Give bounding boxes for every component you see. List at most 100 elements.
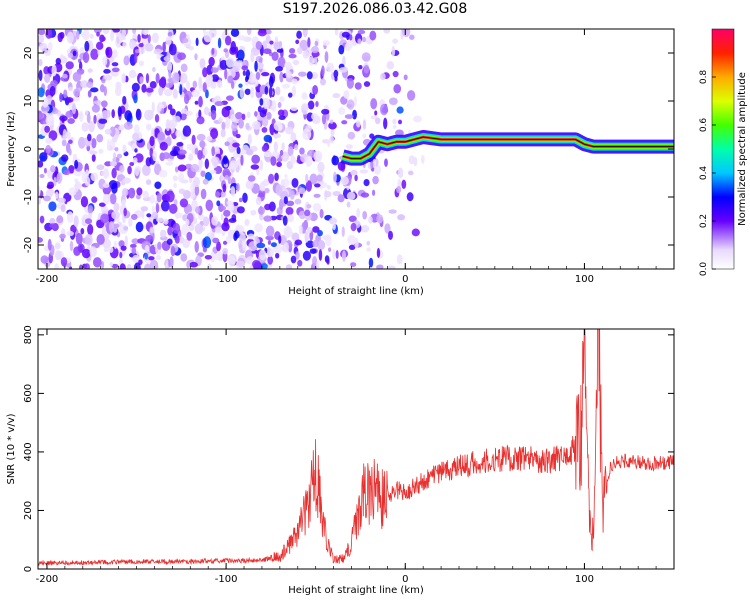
spectrogram-cell (306, 71, 313, 80)
spectrogram-cell (316, 260, 320, 269)
spectrogram-cell (210, 67, 219, 73)
spectrogram-cell (131, 238, 140, 245)
spectrogram-cell (362, 119, 367, 130)
trace-centerline (342, 136, 674, 159)
spectrogram-cell (66, 211, 74, 223)
spectrogram-cell (220, 213, 224, 221)
spectrogram-cell (398, 119, 403, 125)
spectrogram-cell (222, 247, 229, 255)
spectrogram-cell (194, 184, 200, 196)
spectrogram-cell (178, 149, 187, 155)
spectrogram-cell (296, 30, 302, 39)
spectrogram-cell (111, 210, 120, 220)
spectrogram-cell (131, 82, 140, 92)
spectrogram-cell (269, 40, 274, 45)
spectrogram-cell (60, 204, 66, 212)
spectrogram-cell (38, 87, 45, 98)
spectrogram-cell (46, 184, 54, 189)
spectrogram-cell (104, 233, 110, 240)
spectrogram-cell (230, 186, 236, 197)
spectrogram-cell (262, 97, 270, 110)
spectrogram-cell (155, 254, 161, 261)
spectrogram-cell (388, 209, 397, 214)
spectrogram-cell (341, 226, 345, 238)
spectrogram-cell (172, 88, 178, 99)
spectrogram-cell (245, 122, 250, 130)
spectrogram-cell (202, 82, 207, 93)
spectrogram-cell (111, 182, 118, 194)
spectrogram-cell (168, 69, 172, 79)
spectrogram-cell (226, 200, 234, 206)
spectrogram-cell (149, 259, 159, 269)
spectrogram-cell (313, 55, 318, 66)
spectrogram-cell (56, 172, 62, 184)
spectrogram-cell (121, 199, 126, 208)
spectrogram-cell (216, 79, 223, 88)
spectrogram-cell (283, 242, 289, 253)
spectrogram-cell (236, 182, 240, 192)
spectrogram-cell (148, 256, 155, 261)
spectrogram-cell (81, 248, 91, 259)
spectrogram-cell (173, 183, 177, 189)
spectrogram-cell (317, 229, 323, 237)
spectrogram-cell (236, 49, 245, 61)
spectrogram-cell (135, 221, 144, 233)
spectrogram-cell (45, 137, 53, 144)
spectrogram-cell (110, 30, 115, 42)
spectrogram-cell (68, 148, 72, 156)
spectrogram-cell (259, 181, 266, 192)
spectrogram-cell (250, 86, 255, 99)
spectrogram-cell (263, 48, 272, 55)
spectrogram-cell (103, 247, 110, 252)
spectrogram-cell (145, 73, 150, 84)
spectrogram-cell (165, 36, 172, 46)
spectrogram-cell (111, 109, 115, 119)
spectrogram-cell (61, 117, 65, 124)
spectrogram-cell (196, 133, 206, 141)
spectrogram-cell (275, 252, 280, 259)
spectrogram-cell (221, 121, 226, 131)
spectrogram-cell (77, 136, 86, 149)
spectrogram-cell (96, 234, 105, 245)
spectrogram-cell (130, 243, 137, 248)
spectrogram-cell (186, 34, 190, 40)
spectrogram-cell (222, 183, 227, 193)
spectrogram-cell (302, 50, 310, 59)
spectrogram-cell (283, 226, 293, 238)
spectrogram-cell (45, 114, 55, 126)
spectrogram-cell (216, 241, 221, 252)
spectrogram-cell (250, 164, 260, 170)
spectrogram-cell (241, 113, 246, 121)
spectrogram-cell (254, 223, 263, 233)
spectrogram-cell (237, 35, 247, 41)
spectrogram-cell (183, 93, 190, 105)
spectrogram-cell (366, 247, 371, 252)
spectrogram-cell (261, 127, 268, 133)
spectrogram-cell (231, 121, 238, 132)
spectrogram-cell (264, 85, 269, 95)
spectrogram-cell (393, 83, 402, 94)
spectrogram-cell (103, 69, 111, 74)
spectrogram-cell (340, 176, 349, 186)
spectrogram-cell (225, 117, 231, 129)
spectrogram-cell (198, 96, 203, 108)
spectrogram-cell (287, 214, 295, 223)
spectrogram-cell (403, 74, 408, 81)
spectrogram-cell (223, 48, 229, 53)
spectrogram-cell (224, 197, 229, 207)
spectrogram-cell (169, 256, 174, 268)
spectrogram-cell (397, 214, 406, 221)
spectrogram-cell (232, 142, 240, 148)
spectrogram-cell (169, 108, 176, 116)
spectrogram-cell (301, 92, 308, 100)
spectrogram-cell (332, 222, 336, 231)
spectrogram-cell (227, 75, 234, 84)
spectrogram-cell (102, 193, 111, 205)
spectrogram-cell (185, 110, 193, 116)
spectrogram-cell (239, 87, 244, 99)
spectrogram-cell (204, 255, 213, 260)
spectrogram-cell (333, 69, 339, 79)
spectrogram-cell (188, 45, 194, 51)
spectrogram-cell (112, 152, 117, 163)
top-ytick-label: -20 (23, 237, 34, 253)
